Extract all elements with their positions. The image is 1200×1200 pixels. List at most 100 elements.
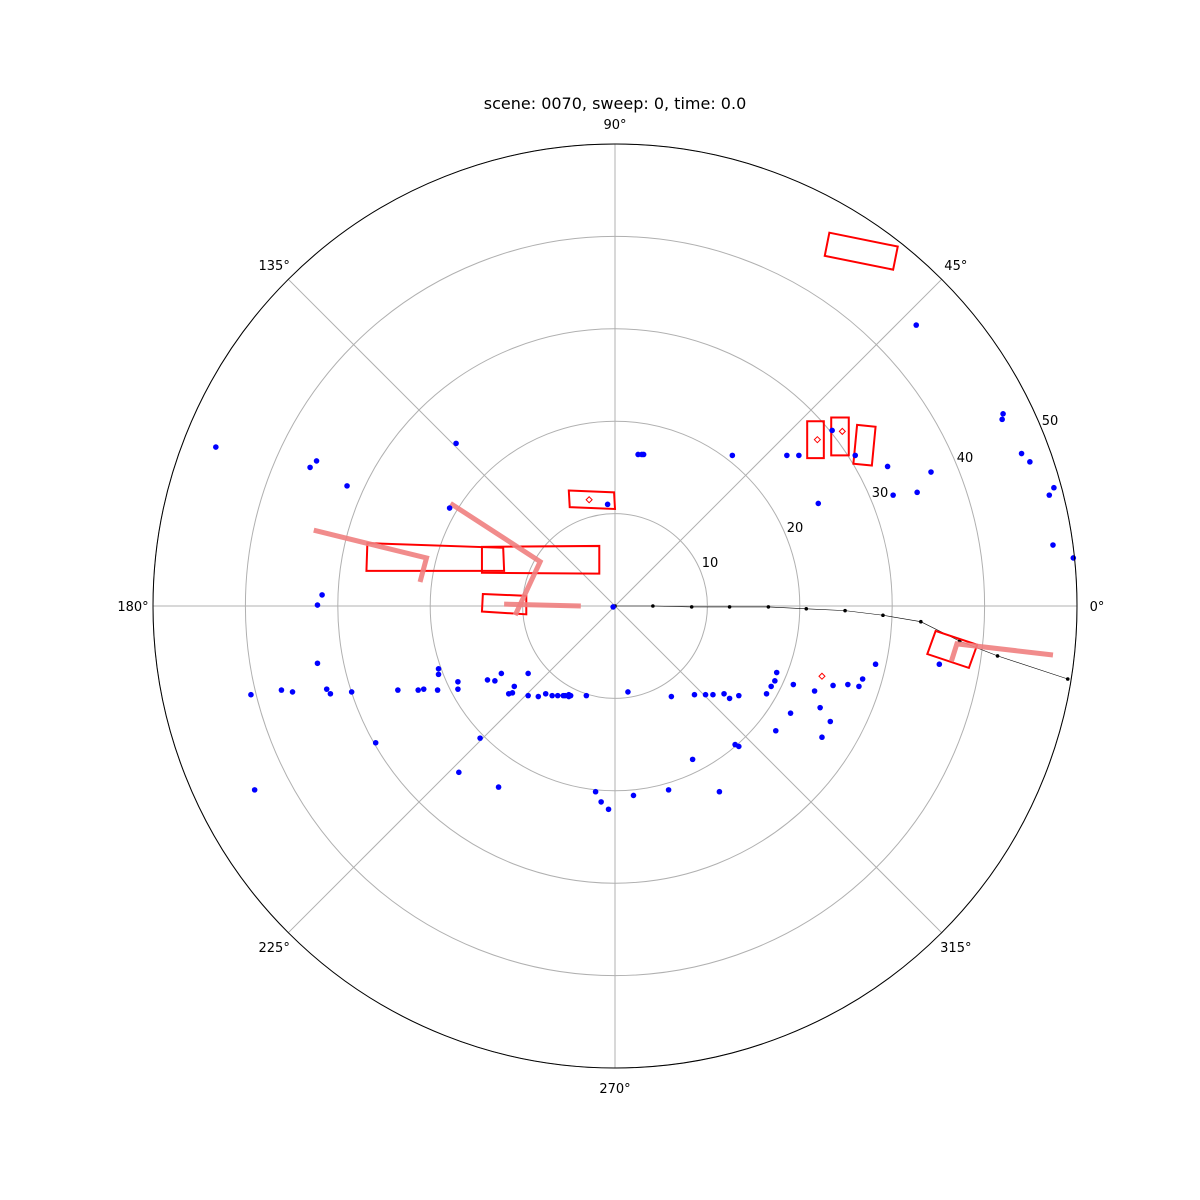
- radar-point: [729, 452, 736, 459]
- radar-point: [420, 686, 427, 692]
- angle-tick-label: 45°: [944, 259, 967, 274]
- radar-point: [319, 592, 325, 598]
- angle-tick-labels: 0° 45° 90° 135° 180° 225° 270° 315°: [117, 118, 1104, 1097]
- radar-point: [213, 444, 219, 450]
- radar-point: [395, 687, 401, 693]
- radar-point: [768, 683, 774, 690]
- radar-point: [549, 692, 555, 699]
- radar-point: [796, 452, 802, 459]
- radar-point: [278, 687, 285, 693]
- radar-point: [763, 690, 770, 697]
- small-marker: [838, 427, 847, 436]
- radar-point: [1050, 542, 1056, 548]
- radar-point: [1018, 450, 1025, 457]
- radar-point: [817, 704, 823, 711]
- radar-point: [890, 492, 896, 498]
- radar-point: [498, 670, 505, 677]
- radar-point: [307, 464, 313, 471]
- radar-point: [477, 735, 483, 741]
- radar-point: [610, 604, 616, 610]
- radar-point: [913, 322, 920, 328]
- radar-point: [1070, 555, 1077, 561]
- radar-point: [455, 678, 461, 685]
- radar-point: [856, 683, 862, 690]
- grid-spoke: [614, 605, 943, 934]
- radar-point: [562, 692, 568, 699]
- angle-tick-label: 225°: [259, 941, 290, 956]
- ego-path-point: [881, 613, 885, 618]
- radar-point: [525, 670, 531, 677]
- radar-point: [484, 677, 491, 683]
- radar-point: [702, 691, 709, 698]
- radar-point: [323, 686, 330, 692]
- radar-point: [415, 687, 421, 693]
- object-box: [480, 592, 528, 616]
- radar-point: [721, 690, 727, 697]
- radar-point: [592, 788, 599, 795]
- radar-point: [453, 440, 459, 447]
- object-box: [926, 629, 979, 670]
- radar-point: [455, 686, 461, 692]
- radial-tick-label: 20: [787, 521, 804, 536]
- radar-point: [1046, 492, 1053, 498]
- chart-title: scene: 0070, sweep: 0, time: 0.0: [484, 94, 747, 113]
- velocity-line: [449, 501, 544, 617]
- small-marker: [585, 496, 593, 504]
- angle-tick-label: 270°: [599, 1082, 630, 1097]
- radar-points-series: [213, 322, 1077, 813]
- object-box: [567, 489, 617, 511]
- radar-point: [640, 451, 647, 458]
- radar-point: [604, 501, 611, 508]
- radar-point: [999, 416, 1005, 423]
- angle-tick-label: 180°: [117, 600, 148, 615]
- ego-path-point: [995, 654, 1000, 658]
- radar-point: [435, 671, 442, 678]
- radar-point: [928, 469, 934, 475]
- ego-path-point: [689, 605, 694, 609]
- radar-point: [554, 692, 561, 699]
- radial-tick-label: 40: [957, 451, 974, 466]
- radar-point: [446, 505, 453, 511]
- radar-point: [567, 692, 574, 699]
- radar-point: [435, 666, 442, 672]
- radar-point: [525, 692, 531, 699]
- radar-point: [248, 691, 254, 698]
- radar-point: [773, 669, 780, 676]
- radar-point: [314, 660, 321, 667]
- small-marker: [813, 435, 822, 444]
- radial-tick-labels: 10 20 30 40 50: [702, 414, 1059, 571]
- ego-path-point: [651, 604, 655, 608]
- ego-path-point: [766, 605, 771, 609]
- radar-point: [492, 678, 498, 684]
- object-boxes-series: [365, 231, 979, 670]
- radar-point: [884, 463, 891, 470]
- radar-point: [1000, 411, 1006, 417]
- radial-tick-label: 30: [872, 486, 889, 501]
- radar-point: [495, 784, 502, 790]
- angle-tick-label: 315°: [940, 941, 971, 956]
- radar-point: [1051, 484, 1057, 491]
- radar-point: [914, 489, 920, 496]
- angle-tick-label: 90°: [603, 118, 626, 133]
- radar-point: [830, 682, 836, 689]
- small-markers-series: [585, 427, 847, 680]
- radar-point: [344, 483, 350, 489]
- radar-point: [829, 427, 835, 434]
- velocity-lines-series: [313, 501, 1054, 663]
- object-box: [823, 231, 899, 271]
- radar-point: [605, 806, 612, 813]
- radar-point: [819, 734, 825, 741]
- object-box: [830, 416, 850, 457]
- radar-point: [710, 691, 716, 698]
- radar-point: [535, 693, 542, 700]
- object-box: [365, 542, 506, 572]
- radar-point: [456, 769, 462, 776]
- radar-point: [726, 695, 733, 702]
- object-box: [480, 544, 601, 575]
- radial-tick-label: 50: [1042, 414, 1059, 429]
- polar-frame: [152, 143, 1078, 1069]
- angle-tick-label: 135°: [259, 259, 290, 274]
- radar-point: [505, 690, 512, 697]
- grid-spoke: [287, 605, 616, 934]
